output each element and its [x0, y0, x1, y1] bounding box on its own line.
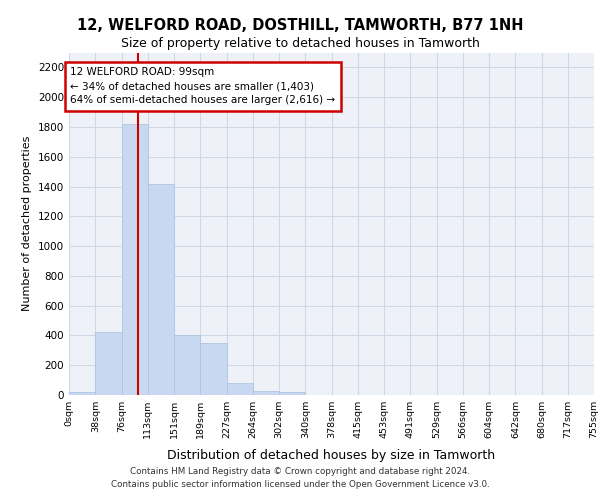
X-axis label: Distribution of detached houses by size in Tamworth: Distribution of detached houses by size …	[167, 450, 496, 462]
Text: 12 WELFORD ROAD: 99sqm
← 34% of detached houses are smaller (1,403)
64% of semi-: 12 WELFORD ROAD: 99sqm ← 34% of detached…	[70, 68, 335, 106]
Bar	[174, 336, 200, 395]
Y-axis label: Number of detached properties: Number of detached properties	[22, 136, 32, 312]
Bar	[279, 392, 305, 395]
Bar	[253, 390, 279, 395]
Text: Contains HM Land Registry data © Crown copyright and database right 2024.
Contai: Contains HM Land Registry data © Crown c…	[110, 468, 490, 489]
Bar	[95, 332, 122, 395]
Text: 12, WELFORD ROAD, DOSTHILL, TAMWORTH, B77 1NH: 12, WELFORD ROAD, DOSTHILL, TAMWORTH, B7…	[77, 18, 523, 32]
Bar	[200, 343, 227, 395]
Text: Size of property relative to detached houses in Tamworth: Size of property relative to detached ho…	[121, 38, 479, 51]
Bar	[69, 392, 95, 395]
Bar	[227, 383, 253, 395]
Bar	[122, 124, 148, 395]
Bar	[148, 184, 174, 395]
